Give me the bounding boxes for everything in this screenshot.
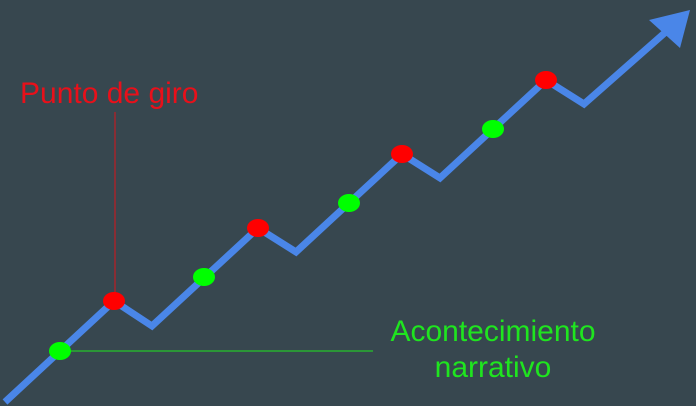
narrative-event-point: [193, 268, 215, 286]
narrative-event-point: [482, 120, 504, 138]
turning-point-marker: [247, 219, 269, 237]
turning-point-label: Punto de giro: [20, 77, 199, 110]
turning-point-marker: [391, 145, 413, 163]
narrative-event-label-line1: Acontecimiento: [390, 315, 596, 348]
turning-point-marker: [103, 292, 125, 310]
narrative-event-label: Acontecimiento narrativo: [350, 314, 636, 386]
narrative-event-point: [338, 194, 360, 212]
turning-point-marker: [535, 71, 557, 89]
path-arrowhead: [649, 10, 690, 48]
narrative-event-label-line2: narrativo: [434, 351, 552, 384]
narrative-event-point: [49, 342, 71, 360]
